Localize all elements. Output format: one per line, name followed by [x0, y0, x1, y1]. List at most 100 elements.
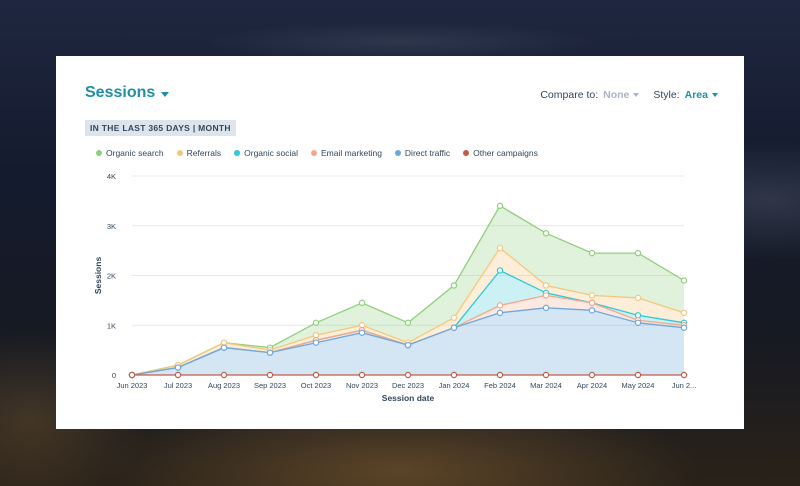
- legend-item-direct-traffic[interactable]: Direct traffic: [394, 148, 451, 158]
- legend-item-organic-search[interactable]: Organic search: [96, 148, 164, 158]
- legend-swatch: [394, 150, 401, 156]
- legend-item-other-campaigns[interactable]: Other campaigns: [463, 148, 538, 158]
- point-direct-traffic: [496, 309, 504, 317]
- legend-swatch: [96, 150, 102, 156]
- point-direct-traffic: [312, 339, 320, 346]
- point-referrals: [680, 309, 688, 317]
- point-direct-traffic: [634, 319, 642, 326]
- point-organic-search: [634, 249, 642, 257]
- style-control: Style: Area: [653, 89, 718, 101]
- chart-legend: Organic search Referrals Organic social Ema…: [96, 148, 551, 158]
- point-organic-search: [680, 277, 688, 284]
- compare-dropdown[interactable]: None: [603, 89, 640, 101]
- point-email-marketing: [542, 292, 550, 299]
- point-other-campaigns: [450, 371, 458, 379]
- point-other-campaigns: [174, 371, 182, 379]
- area-organic-search: [132, 205, 684, 375]
- x-tick-label: Aug 2023: [208, 381, 240, 390]
- legend-swatch: [310, 150, 317, 156]
- x-tick-label: Mar 2024: [530, 381, 562, 390]
- point-direct-traffic: [588, 307, 596, 314]
- legend-swatch: [176, 150, 183, 156]
- x-tick-label: Dec 2023: [392, 381, 424, 390]
- point-referrals: [496, 244, 504, 252]
- point-organic-search: [496, 202, 504, 210]
- point-direct-traffic: [266, 349, 274, 356]
- point-other-campaigns: [266, 371, 274, 379]
- point-email-marketing: [588, 299, 596, 307]
- x-tick-label: Feb 2024: [484, 381, 516, 390]
- point-other-campaigns: [128, 371, 136, 379]
- point-direct-traffic: [404, 341, 412, 349]
- y-tick-label: 3K: [107, 222, 116, 231]
- legend-label: Other campaigns: [473, 148, 538, 158]
- point-direct-traffic: [220, 344, 228, 351]
- point-referrals: [542, 282, 550, 289]
- area-direct-traffic: [132, 307, 684, 375]
- style-label: Style:: [653, 89, 680, 101]
- legend-label: Referrals: [186, 148, 222, 158]
- y-tick-label: 0: [112, 371, 116, 380]
- point-organic-search: [404, 319, 412, 326]
- chevron-down-icon: [633, 93, 640, 97]
- legend-label: Organic social: [244, 148, 298, 158]
- legend-label: Direct traffic: [404, 148, 451, 158]
- point-organic-search: [542, 230, 550, 237]
- x-tick-label: Jun 2...: [672, 381, 697, 390]
- point-other-campaigns: [680, 371, 688, 379]
- point-organic-search: [450, 282, 458, 289]
- x-tick-label: Jun 2023: [117, 381, 148, 390]
- chevron-down-icon: [712, 93, 718, 97]
- point-other-campaigns: [358, 371, 366, 379]
- point-direct-traffic: [680, 324, 688, 331]
- point-organic-search: [312, 319, 320, 326]
- stacked-area-chart: 0 1K 2K 3K 4K Jun 2023 Jul 2023 Aug 2023 Sep 202…: [93, 172, 697, 403]
- area-referrals: [132, 248, 684, 375]
- point-referrals: [634, 294, 642, 302]
- chart-controls: Compare to: None Style: Area: [540, 89, 718, 101]
- point-other-campaigns: [588, 371, 596, 379]
- x-axis-label: Session date: [382, 393, 435, 403]
- point-other-campaigns: [542, 371, 550, 379]
- point-email-marketing: [496, 302, 504, 309]
- point-other-campaigns: [496, 371, 504, 379]
- y-tick-label: 2K: [107, 272, 116, 281]
- style-dropdown[interactable]: Area: [685, 89, 718, 101]
- report-card: Sessions Compare to: None Style: Area IN…: [56, 56, 744, 429]
- x-tick-label: Jan 2024: [439, 381, 470, 390]
- compare-value: None: [603, 89, 630, 101]
- period-badge: IN THE LAST 365 DAYS | MONTH: [85, 120, 236, 136]
- y-tick-label: 4K: [107, 172, 116, 181]
- x-tick-label: Nov 2023: [346, 381, 378, 390]
- point-other-campaigns: [220, 371, 228, 379]
- point-direct-traffic: [174, 364, 182, 371]
- x-tick-label: May 2024: [622, 381, 655, 390]
- compare-label: Compare to:: [540, 89, 599, 101]
- point-referrals: [588, 292, 596, 299]
- point-organic-social: [496, 267, 504, 274]
- point-direct-traffic: [358, 329, 366, 336]
- point-organic-search: [588, 249, 596, 257]
- page-title: Sessions: [85, 84, 156, 101]
- legend-label: Organic search: [106, 148, 164, 158]
- x-tick-label: Apr 2024: [577, 381, 607, 390]
- report-title-dropdown[interactable]: Sessions: [85, 84, 170, 102]
- y-axis-label: Sessions: [93, 257, 103, 295]
- legend-label: Email marketing: [320, 148, 382, 158]
- legend-item-email-marketing[interactable]: Email marketing: [310, 148, 382, 158]
- point-direct-traffic: [542, 304, 550, 312]
- x-tick-label: Jul 2023: [164, 381, 192, 390]
- style-value: Area: [684, 89, 708, 101]
- compare-control: Compare to: None: [540, 89, 640, 101]
- point-referrals: [450, 314, 458, 321]
- legend-swatch: [234, 150, 241, 156]
- legend-item-referrals[interactable]: Referrals: [176, 148, 222, 158]
- point-other-campaigns: [634, 371, 642, 379]
- legend-item-organic-social[interactable]: Organic social: [234, 148, 298, 158]
- point-other-campaigns: [404, 371, 412, 379]
- point-direct-traffic: [450, 324, 458, 331]
- x-tick-label: Oct 2023: [301, 381, 331, 390]
- point-organic-search: [358, 299, 366, 307]
- x-tick-label: Sep 2023: [254, 381, 286, 390]
- legend-swatch: [463, 150, 470, 156]
